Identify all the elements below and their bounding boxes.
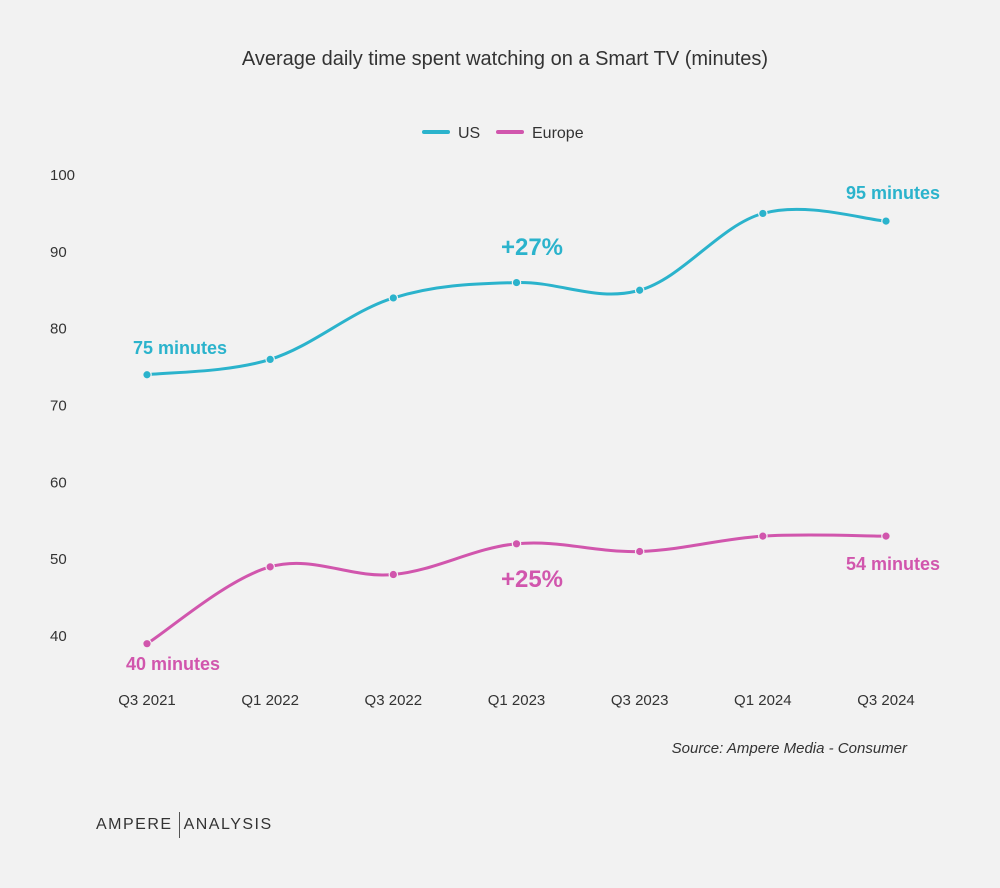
legend-label-europe: Europe — [532, 125, 584, 142]
data-point-us — [142, 369, 152, 380]
y-tick-label: 100 — [50, 167, 75, 184]
y-tick-label: 80 — [50, 321, 67, 338]
legend: US Europe — [422, 125, 584, 142]
x-tick-label: Q1 2024 — [734, 692, 792, 709]
annotation-europe-end: 54 minutes — [846, 554, 940, 574]
data-point-us — [634, 285, 645, 296]
y-tick-label: 60 — [50, 474, 67, 491]
annotations: 75 minutes 95 minutes +27% 40 minutes 54… — [126, 183, 940, 674]
brand-logo: AMPERE ANALYSIS — [96, 812, 273, 838]
annotation-europe-start: 40 minutes — [126, 654, 220, 674]
x-tick-label: Q1 2022 — [241, 692, 299, 709]
data-point-europe — [634, 546, 645, 557]
data-point-us — [265, 354, 275, 365]
brand-left: AMPERE — [96, 816, 173, 833]
annotation-us-start: 75 minutes — [133, 338, 227, 358]
data-point-us — [881, 216, 891, 226]
x-tick-label: Q3 2022 — [365, 692, 423, 709]
y-tick-label: 50 — [50, 551, 67, 568]
data-point-europe — [758, 531, 768, 541]
y-axis: 40 50 60 70 80 90 100 — [50, 167, 75, 645]
x-tick-label: Q3 2024 — [857, 692, 915, 709]
data-point-europe — [511, 538, 522, 549]
y-tick-label: 40 — [50, 628, 67, 645]
y-tick-label: 70 — [50, 398, 67, 415]
annotation-europe-growth: +25% — [501, 566, 563, 593]
brand-divider — [178, 812, 180, 838]
data-point-europe — [142, 638, 152, 649]
data-point-europe — [881, 531, 891, 541]
series-points — [142, 208, 891, 649]
data-point-us — [758, 208, 768, 219]
x-tick-label: Q3 2021 — [118, 692, 176, 709]
brand-right: ANALYSIS — [183, 816, 273, 833]
legend-label-us: US — [458, 125, 480, 142]
data-point-us — [511, 277, 522, 288]
annotation-us-end: 95 minutes — [846, 183, 940, 203]
annotation-us-growth: +27% — [501, 234, 563, 261]
data-point-us — [388, 293, 399, 303]
data-point-europe — [388, 569, 399, 580]
chart-source: Source: Ampere Media - Consumer — [672, 740, 908, 757]
data-point-europe — [265, 562, 275, 572]
x-tick-label: Q1 2023 — [488, 692, 546, 709]
x-axis: Q3 2021 Q1 2022 Q3 2022 Q1 2023 Q3 2023 Q1 20… — [118, 692, 915, 709]
y-tick-label: 90 — [50, 244, 67, 261]
chart-title: Average daily time spent watching on a S… — [242, 48, 768, 70]
x-tick-label: Q3 2023 — [611, 692, 669, 709]
